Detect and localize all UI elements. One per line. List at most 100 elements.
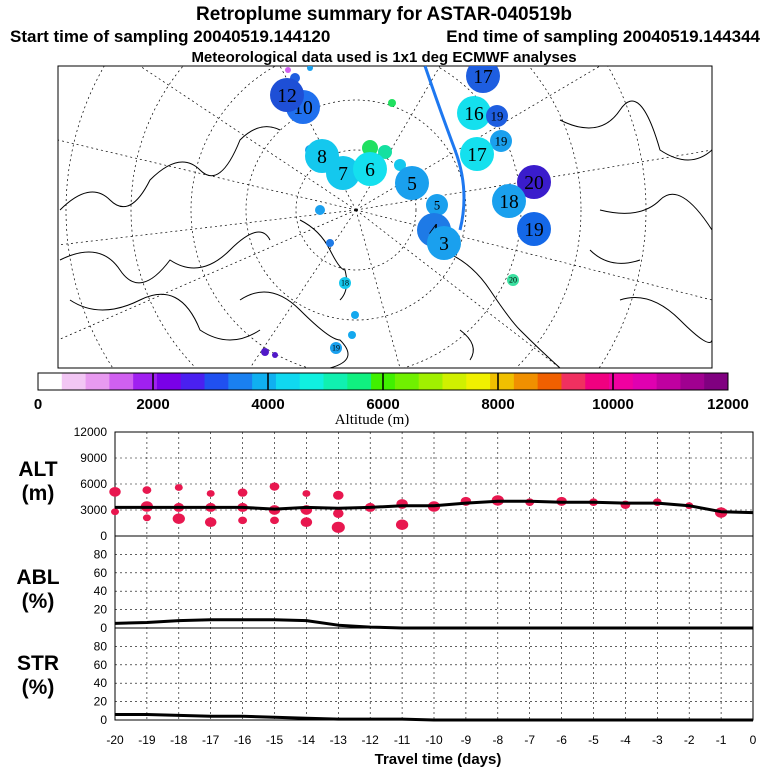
colorbar-cell — [323, 373, 348, 390]
x-tick-label: -14 — [298, 733, 316, 747]
x-tick-label: -11 — [394, 733, 411, 747]
colorbar-cell — [394, 373, 420, 390]
alt-series-line — [115, 499, 754, 515]
abl-series-line — [114, 618, 753, 630]
map-circle-label: 19 — [491, 109, 504, 123]
x-tick-label: -10 — [425, 733, 443, 747]
start-time: Start time of sampling 20040519.144120 — [10, 27, 330, 46]
map-circle-label: 17 — [467, 145, 487, 166]
map-circle-label: 8 — [317, 147, 327, 168]
alt-panel-label: ALT — [18, 458, 57, 481]
y-tick-label: 9000 — [80, 451, 107, 465]
timeseries-x-tick-labels: -20 -19 -18 -17 -16 -15 -14 -13 -12 -11 -10 -9 -8 -7-… — [106, 733, 756, 747]
colorbar-cell — [609, 373, 634, 390]
map-circle-label: 16 — [464, 104, 484, 125]
y-tick-label: 0 — [100, 713, 107, 727]
alt-scatter-point — [142, 486, 152, 494]
colorbar-cell — [156, 373, 182, 390]
colorbar-cell — [513, 373, 539, 390]
colorbar-tick-label: 12000 — [707, 396, 749, 413]
x-tick-label: -20 — [106, 733, 124, 747]
y-tick-label: 6000 — [80, 477, 107, 491]
y-tick-label: 80 — [94, 639, 108, 653]
colorbar-cell — [680, 373, 705, 390]
timeseries-frame — [114, 431, 754, 721]
colorbar-cell — [347, 373, 372, 390]
map-circle-label: 5 — [434, 198, 440, 212]
map-circle — [490, 130, 512, 152]
alt-scatter-point — [111, 508, 119, 516]
map-circle-label: 3 — [439, 234, 449, 255]
x-tick-label: -4 — [620, 733, 631, 747]
x-tick-label: -5 — [588, 733, 599, 747]
timeseries-lines — [114, 499, 754, 722]
map-circle-label: 20 — [509, 275, 517, 284]
str-series-line — [115, 713, 753, 722]
alt-scatter-point — [395, 519, 409, 530]
x-tick-label: -8 — [492, 733, 503, 747]
alt-scatter-point — [237, 488, 248, 497]
map-circle — [427, 226, 461, 260]
map-circle — [460, 137, 494, 171]
altitude-colorbar: 0 2000 4000 6000 8000 10000 12000 Altitude (m) — [34, 372, 749, 428]
colorbar-cell — [275, 373, 301, 390]
colorbar-cell — [252, 373, 277, 390]
alt-scatter-point — [172, 513, 185, 524]
met-data-note: Meteorological data used is 1x1 deg ECMW… — [191, 49, 576, 66]
colorbar-cell — [204, 373, 229, 390]
y-tick-label: 3000 — [80, 503, 107, 517]
str-panel-label: STR — [17, 652, 59, 675]
map-circle-label: 19 — [524, 220, 544, 241]
map-labeled-circles: 171620181919191710128765543201819 — [270, 66, 551, 354]
x-tick-label: -9 — [461, 733, 472, 747]
map-circle-label: 6 — [365, 160, 375, 181]
colorbar-tick-label: 0 — [34, 396, 42, 413]
x-tick-label: -18 — [170, 733, 188, 747]
colorbar-cell — [228, 373, 253, 390]
x-tick-label: -1 — [716, 733, 727, 747]
map-circle-label: 12 — [277, 86, 297, 107]
map-coastlines — [59, 100, 712, 368]
map-circle — [339, 277, 351, 289]
colorbar-tick-label: 10000 — [592, 396, 634, 413]
end-time: End time of sampling 20040519.144344 — [446, 27, 760, 46]
map-circle — [426, 194, 448, 216]
colorbar-cell — [299, 373, 325, 390]
y-tick-label: 0 — [100, 621, 107, 635]
alt-scatter-point — [238, 516, 248, 525]
alt-scatter-point — [206, 490, 215, 497]
map-circle-label: 20 — [524, 173, 544, 194]
colorbar-tick-label: 2000 — [136, 396, 169, 413]
alt-scatter-point — [333, 508, 344, 518]
map-circle — [395, 166, 429, 200]
colorbar-tick-labels: 0 2000 4000 6000 8000 10000 12000 — [34, 373, 749, 413]
map-circle — [466, 66, 500, 93]
x-axis-label: Travel time (days) — [375, 751, 502, 768]
x-tick-label: -3 — [652, 733, 663, 747]
alt-scatter-points — [109, 482, 728, 533]
alt-scatter-point — [302, 490, 311, 497]
map-circle — [517, 212, 551, 246]
colorbar-cell — [109, 373, 134, 390]
alt-scatter-point — [331, 521, 345, 533]
x-tick-label: -15 — [266, 733, 284, 747]
x-tick-label: -2 — [684, 733, 695, 747]
y-tick-label: 20 — [94, 603, 108, 617]
map-circle — [457, 96, 491, 130]
colorbar-cell — [490, 373, 515, 390]
alt-scatter-point — [204, 517, 217, 527]
map-circle-label: 7 — [338, 164, 348, 185]
x-tick-label: -16 — [234, 733, 252, 747]
str-panel-unit: (%) — [22, 676, 55, 699]
colorbar-tick-label: 8000 — [481, 396, 514, 413]
x-tick-label: -6 — [556, 733, 567, 747]
colorbar-cell — [61, 373, 87, 390]
colorbar-cell — [418, 373, 443, 390]
x-tick-label: -7 — [524, 733, 535, 747]
map-circle-label: 19 — [495, 134, 508, 148]
abl-panel-label: ABL — [16, 566, 59, 589]
map-circle-label: 17 — [473, 67, 493, 88]
alt-scatter-point — [142, 514, 151, 522]
colorbar-cell — [585, 373, 610, 390]
colorbar-cell — [632, 373, 658, 390]
